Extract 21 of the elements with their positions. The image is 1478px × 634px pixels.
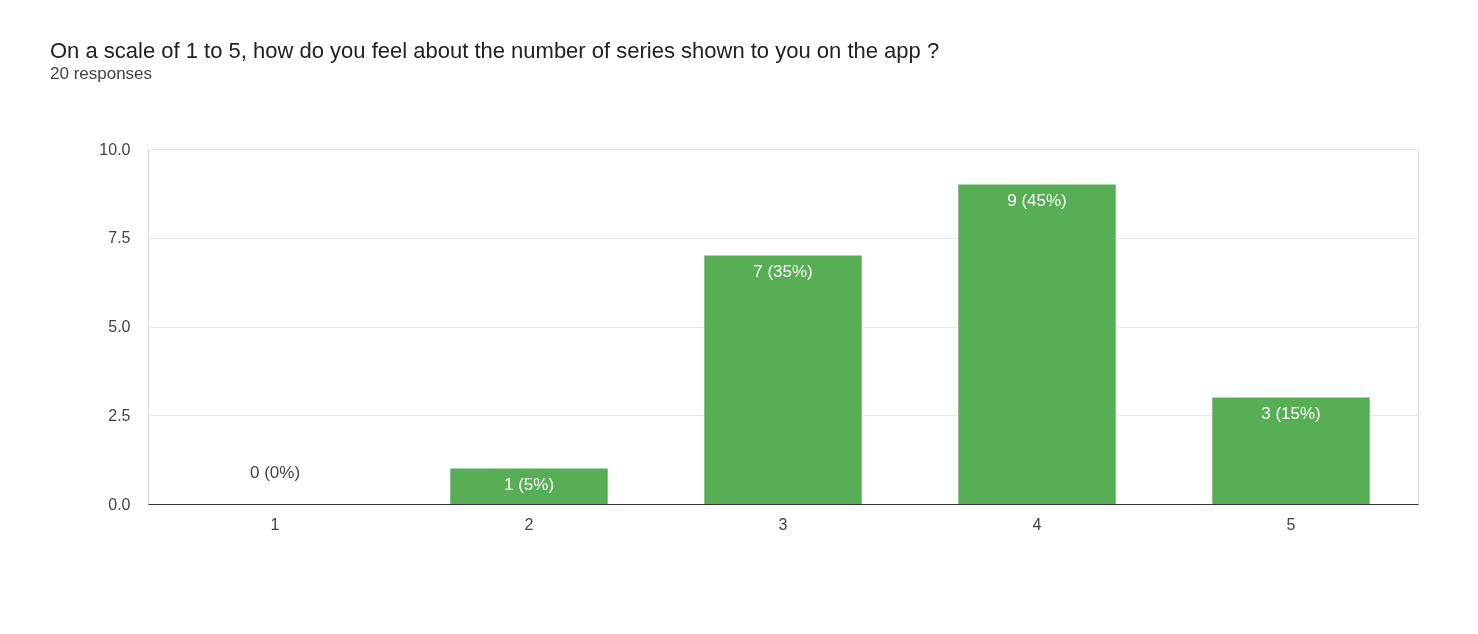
x-tick-label: 3	[778, 515, 788, 533]
y-tick-label: 7.5	[108, 229, 131, 247]
bar	[704, 255, 862, 504]
bar	[450, 468, 608, 504]
chart-subtitle: 20 responses	[50, 64, 153, 83]
x-tick-label: 4	[1032, 515, 1042, 533]
x-tick-label: 1	[270, 515, 280, 533]
data-label: 0 (0%)	[249, 463, 301, 482]
bar	[958, 184, 1116, 504]
data-label: 7 (35%)	[753, 261, 813, 281]
y-tick-label: 2.5	[108, 406, 131, 424]
y-tick-label: 5.0	[108, 318, 131, 335]
data-label: 3 (15%)	[1261, 403, 1321, 423]
bar	[1212, 397, 1370, 504]
data-label: 9 (45%)	[1007, 190, 1067, 210]
x-tick-label: 2	[524, 515, 534, 533]
y-tick-label: 0.0	[108, 495, 131, 513]
y-tick-label: 10.0	[99, 140, 131, 158]
data-label: 1 (5%)	[503, 474, 555, 494]
x-tick-label: 5	[1286, 515, 1296, 533]
chart-title: On a scale of 1 to 5, how do you feel about the number of series shown to you on the app ?	[50, 38, 940, 63]
